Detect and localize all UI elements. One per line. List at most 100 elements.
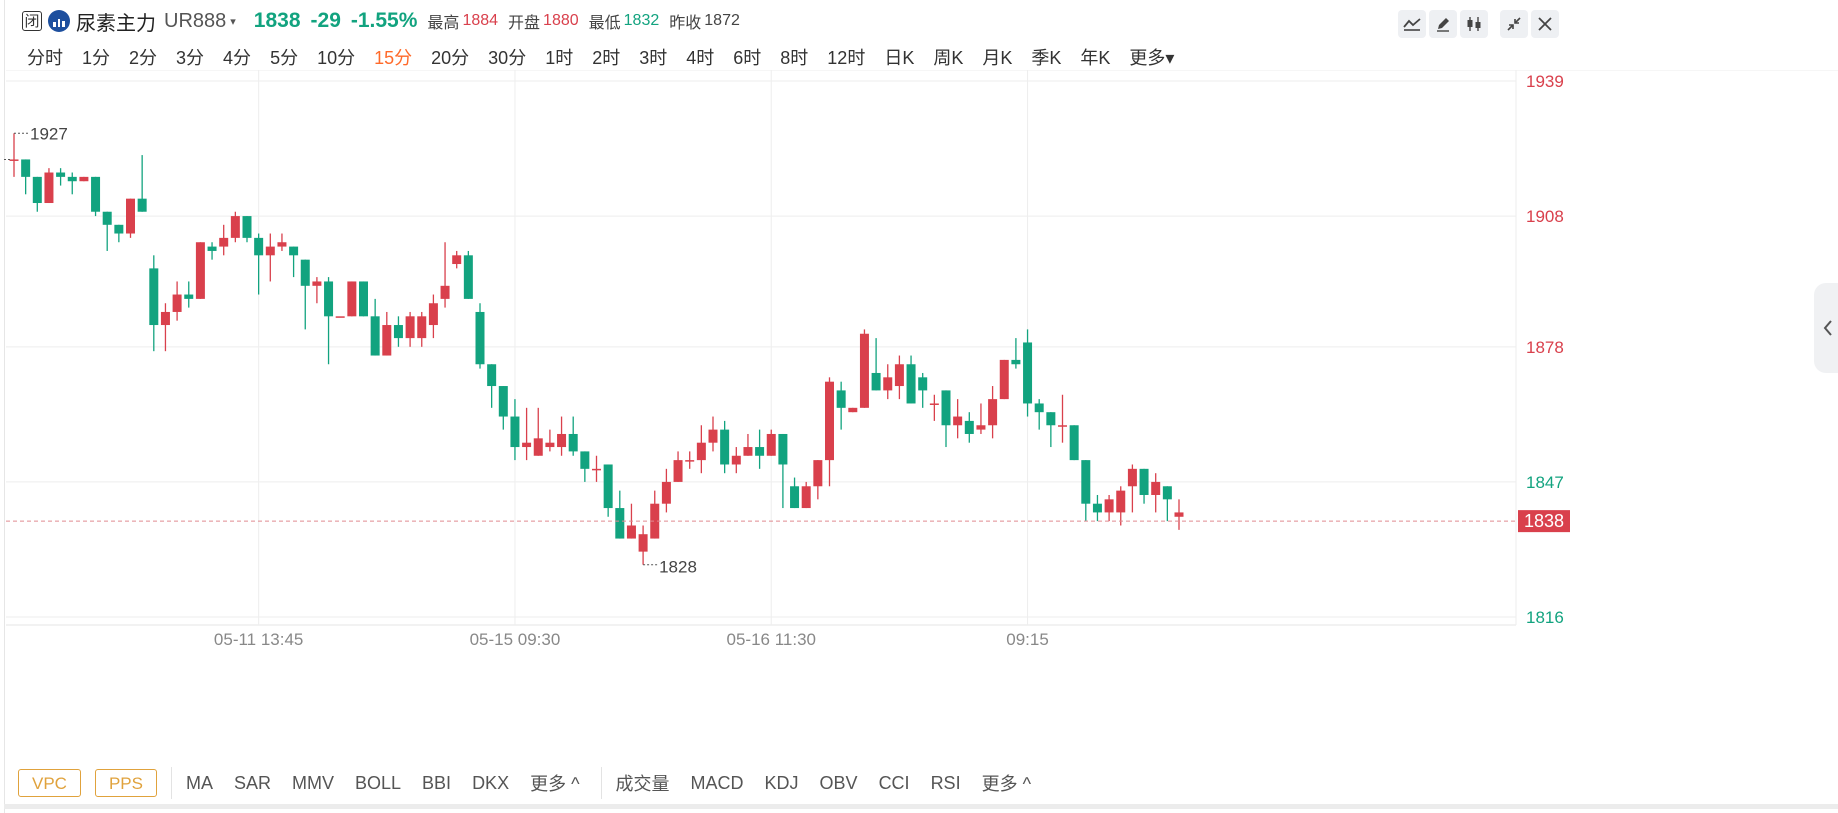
- candle-body: [393, 325, 403, 339]
- period-tab-15[interactable]: 8时: [780, 48, 809, 68]
- main-indicator-3[interactable]: BOLL: [355, 772, 402, 793]
- candle-body: [195, 242, 205, 299]
- candle-body: [638, 534, 648, 552]
- main-indicator-2[interactable]: MMV: [292, 772, 335, 793]
- period-tab-19[interactable]: 月K: [982, 48, 1013, 68]
- period-tab-10[interactable]: 1时: [545, 48, 574, 68]
- candle-body: [510, 416, 520, 448]
- candle-body: [696, 442, 706, 461]
- candle-body: [300, 259, 310, 286]
- period-tab-3[interactable]: 3分: [176, 48, 205, 68]
- candle-body: [1046, 412, 1056, 426]
- indicator-button-pps[interactable]: PPS: [94, 769, 157, 797]
- period-tab-0[interactable]: 分时: [27, 48, 63, 68]
- sub-indicator-6[interactable]: 更多 ^: [981, 774, 1032, 794]
- period-tab-8[interactable]: 20分: [431, 48, 470, 68]
- period-tab-17[interactable]: 日K: [884, 48, 915, 68]
- candle-body: [463, 255, 473, 299]
- contract-name[interactable]: 尿素主力: [76, 12, 156, 35]
- sub-indicator-2[interactable]: KDJ: [764, 772, 799, 793]
- candle-body: [32, 176, 42, 204]
- candle-body: [137, 198, 147, 212]
- pencil-icon[interactable]: [1429, 10, 1457, 38]
- candle-body: [230, 216, 240, 238]
- candle-body: [1023, 342, 1033, 404]
- candle-body: [941, 390, 951, 426]
- period-tab-9[interactable]: 30分: [488, 48, 527, 68]
- main-indicator-1[interactable]: SAR: [234, 772, 272, 793]
- period-tab-12[interactable]: 3时: [639, 48, 668, 68]
- period-tab-11[interactable]: 2时: [592, 48, 621, 68]
- candle-body: [428, 303, 438, 326]
- y-tick-label: 1878: [1526, 338, 1564, 357]
- candle-body: [277, 242, 287, 247]
- main-indicator-5[interactable]: DKX: [472, 772, 510, 793]
- shrink-icon[interactable]: [1500, 10, 1528, 38]
- candle-body: [79, 176, 89, 182]
- candle-body: [522, 442, 532, 448]
- indicator-bar: VPC PPS MA SAR MMV BOLL BBI DKX 更多 ^ 成交量 MACD KDJ OB…: [0, 763, 1838, 803]
- market-closed-badge: 闭: [22, 11, 42, 31]
- chart-canvas[interactable]: 1939 1908 1878 1847 1816 05-11 13:45 05-15 09:…: [0, 69, 1838, 740]
- sub-indicator-3[interactable]: OBV: [819, 772, 858, 793]
- candle-body: [988, 399, 998, 426]
- contract-code[interactable]: UR888: [164, 9, 227, 32]
- period-tab-22[interactable]: 更多▾: [1129, 48, 1175, 68]
- candle-body: [242, 216, 252, 238]
- x-tick-label: 05-16 11:30: [727, 630, 816, 649]
- period-tab-14[interactable]: 6时: [733, 48, 762, 68]
- candle-body: [661, 481, 671, 504]
- x-tick-label: 05-15 09:30: [470, 630, 561, 649]
- period-tab-7[interactable]: 15分: [374, 48, 413, 68]
- candle-body: [1069, 425, 1079, 461]
- candle-body: [976, 425, 986, 430]
- candle-body: [487, 364, 497, 387]
- main-indicator-6[interactable]: 更多 ^: [530, 774, 580, 794]
- period-tab-20[interactable]: 季K: [1031, 48, 1062, 68]
- period-tab-21[interactable]: 年K: [1080, 48, 1111, 68]
- sub-indicator-4[interactable]: CCI: [878, 772, 910, 793]
- low-label: 最低: [588, 15, 621, 32]
- indicator-separator: [600, 767, 602, 799]
- open-label: 开盘: [508, 15, 541, 32]
- period-tab-1[interactable]: 1分: [82, 48, 111, 68]
- open-value: 1880: [543, 12, 579, 29]
- candle-body: [918, 377, 928, 391]
- y-tick-label: 1816: [1526, 608, 1564, 627]
- current-price-label: 1838: [1524, 511, 1564, 531]
- period-tab-6[interactable]: 10分: [317, 48, 356, 68]
- y-tick-label: 1939: [1526, 72, 1564, 91]
- candle-body: [1116, 490, 1126, 513]
- sub-indicator-0[interactable]: 成交量: [615, 774, 670, 794]
- period-tab-2[interactable]: 2分: [129, 48, 158, 68]
- indicator-button-vpc[interactable]: VPC: [18, 769, 81, 797]
- line-chart-icon[interactable]: [1398, 10, 1426, 38]
- candle-body: [708, 429, 718, 443]
- candle-body: [359, 281, 368, 317]
- candle-body: [475, 311, 485, 365]
- main-indicator-4[interactable]: BBI: [422, 772, 452, 793]
- period-tab-4[interactable]: 4分: [223, 48, 252, 68]
- high-value: 1884: [462, 12, 499, 29]
- candle-body: [184, 294, 194, 299]
- candle-body: [312, 281, 322, 286]
- main-indicator-0[interactable]: MA: [186, 772, 213, 793]
- side-panel-handle[interactable]: [1814, 283, 1838, 373]
- candle-body: [254, 237, 264, 256]
- price-change-pct: -1.55%: [350, 9, 418, 32]
- period-tab-16[interactable]: 12时: [827, 48, 866, 68]
- exchange-logo-icon: [48, 10, 70, 32]
- contract-dropdown-icon[interactable]: ▾: [230, 15, 236, 28]
- close-icon[interactable]: [1531, 10, 1559, 38]
- candlestick-chart[interactable]: 1939 1908 1878 1847 1816 05-11 13:45 05-15 09:…: [0, 69, 1838, 740]
- sub-indicator-5[interactable]: RSI: [930, 772, 961, 793]
- bottom-divider: [4, 804, 1838, 809]
- candle-body: [498, 386, 508, 417]
- period-tab-18[interactable]: 周K: [933, 48, 964, 68]
- candle-body: [1034, 403, 1044, 413]
- sub-indicator-1[interactable]: MACD: [690, 772, 744, 793]
- period-tab-5[interactable]: 5分: [270, 48, 299, 68]
- candlestick-icon[interactable]: [1460, 10, 1488, 38]
- period-tab-13[interactable]: 4时: [686, 48, 715, 68]
- candle-body: [347, 281, 357, 317]
